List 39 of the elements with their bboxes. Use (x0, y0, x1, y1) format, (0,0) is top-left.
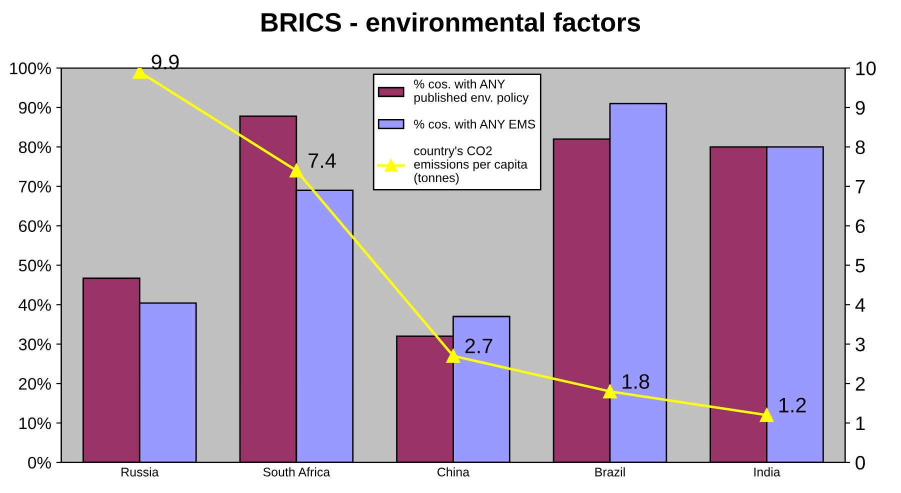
point (760, 408, 774, 422)
point (446, 349, 460, 363)
y2-tick-label: 8 (856, 140, 865, 154)
y2-tick-label: 2 (856, 377, 865, 391)
legend-label: % cos. with ANY EMS (414, 119, 536, 129)
y2-tick-label: 1 (856, 416, 865, 430)
y-tick-label: 100% (10, 62, 51, 74)
y2-tick-label: 4 (855, 298, 866, 312)
y-tick-label: 60% (19, 220, 51, 232)
y-tick-label: 0% (28, 456, 51, 469)
x-tick-label: India (754, 467, 780, 476)
legend-label: country's CO2 emissions per capita (tonnes) (414, 146, 528, 185)
y-tick-label: 30% (18, 338, 51, 350)
y-tick-label: 50% (18, 260, 51, 272)
y2-tick-label: 7 (856, 180, 865, 194)
y-tick-label: 40% (18, 299, 51, 311)
y2-tick-label: 9 (856, 100, 865, 115)
x-tick-label: South Africa (263, 467, 330, 476)
y2-tick-label: 6 (856, 219, 865, 234)
data-label: 1.8 (622, 374, 650, 389)
y2-tick-label: 10 (856, 62, 876, 76)
data-label: 7.4 (308, 153, 336, 168)
y-tick-label: 70% (19, 180, 51, 193)
x-tick-label: China (438, 467, 470, 476)
data-label: 2.7 (465, 338, 492, 354)
y-tick-label: 10% (19, 417, 51, 430)
y2-tick-label: 0 (856, 456, 865, 470)
x-tick-label: Russia (122, 467, 159, 476)
chart-title: BRICS - environmental factors (262, 12, 640, 32)
legend-label: % cos. with ANY published env. policy (414, 79, 529, 104)
y-tick-label: 20% (19, 378, 51, 390)
data-label: 1.2 (779, 398, 806, 412)
point (289, 164, 304, 178)
y-tick-label: 80% (18, 141, 51, 154)
y2-tick-label: 5 (856, 258, 865, 272)
y-tick-label: 90% (18, 102, 51, 114)
y2-tick-label: 3 (856, 338, 865, 352)
x-tick-label: Brazil (595, 467, 625, 476)
point (603, 384, 617, 398)
